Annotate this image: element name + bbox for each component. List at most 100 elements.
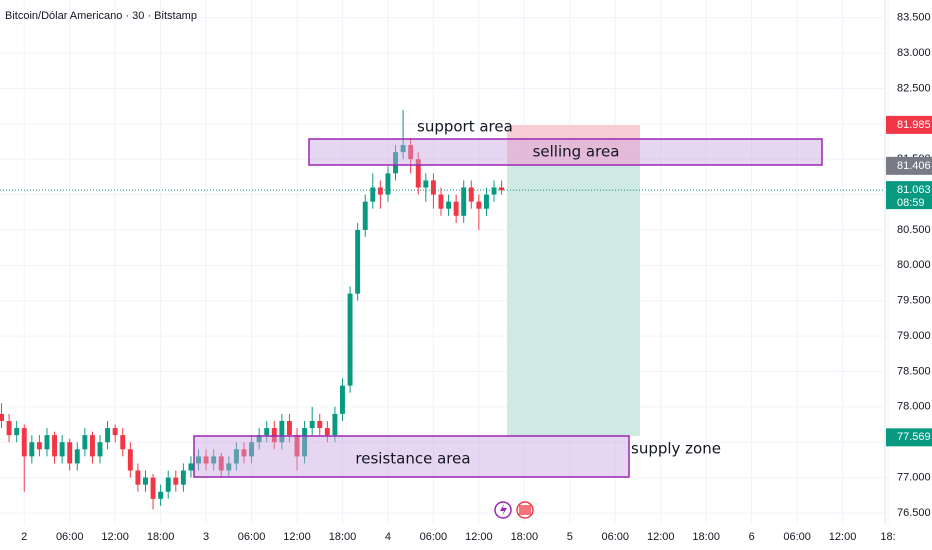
- candle-body: [423, 180, 429, 188]
- candle-body: [196, 456, 201, 464]
- candle-body: [218, 456, 224, 471]
- event-icon-glyph: [500, 504, 507, 516]
- x-tick-label: 06:00: [420, 531, 448, 543]
- y-tick-label: 83.500: [897, 12, 931, 24]
- candle-body: [67, 442, 73, 464]
- candle-body: [52, 435, 58, 457]
- price-tag-label: 81.985: [897, 119, 931, 131]
- candle-body: [249, 442, 255, 457]
- candle-body: [59, 442, 65, 457]
- candle-body: [256, 435, 262, 443]
- x-tick-label: 18:00: [692, 531, 720, 543]
- x-tick-label: 06:00: [238, 531, 266, 543]
- price-tag: [886, 115, 932, 134]
- candle-body: [430, 180, 436, 195]
- candle-body: [279, 420, 285, 443]
- candle-body: [180, 470, 186, 485]
- annotation: supply zone: [631, 440, 721, 458]
- candle-body: [317, 420, 323, 429]
- x-tick-label: 06:00: [601, 531, 629, 543]
- candle-body: [188, 463, 194, 471]
- candle-body: [165, 477, 171, 492]
- resistance-rect[interactable]: [193, 435, 630, 478]
- y-tick-label: 76.500: [897, 507, 931, 519]
- y-tick-label: 79.000: [897, 330, 931, 342]
- candle-body: [294, 435, 300, 457]
- candle-body: [211, 456, 217, 464]
- annotation: resistance area: [355, 450, 470, 468]
- candle-body: [158, 491, 164, 499]
- target-zone: [507, 165, 640, 436]
- countdown: 08:59: [897, 197, 925, 209]
- x-tick-label: 12:00: [283, 531, 311, 543]
- candle-body: [491, 187, 497, 195]
- candle-body: [438, 194, 444, 209]
- price-tag-label: 81.063: [897, 184, 931, 196]
- annotation: selling area: [533, 143, 620, 161]
- candle-body: [393, 152, 398, 174]
- price-tag: [886, 428, 932, 447]
- candle-body: [271, 428, 277, 443]
- candle-body: [89, 435, 95, 457]
- candle-body: [105, 428, 111, 443]
- x-tick-label: 12:00: [647, 531, 675, 543]
- x-tick-label: 18:00: [147, 531, 175, 543]
- candle-body: [0, 413, 4, 421]
- y-tick-label: 78.000: [897, 401, 931, 413]
- candle-body: [264, 428, 270, 436]
- candle-body: [241, 449, 247, 457]
- y-tick-label: 80.000: [897, 259, 931, 271]
- candle-body: [483, 194, 489, 209]
- candle-body: [302, 428, 308, 457]
- candle-body: [370, 187, 376, 202]
- x-tick-label: 6: [749, 531, 755, 543]
- candle-body: [324, 428, 330, 436]
- stop-zone: [507, 125, 640, 165]
- x-tick-label: 18:: [880, 531, 895, 543]
- candle-body: [340, 385, 345, 414]
- candle-body: [415, 159, 421, 188]
- price-tag: [886, 156, 932, 175]
- candle-body: [135, 470, 141, 485]
- candle-body: [362, 201, 368, 230]
- candle-body: [112, 428, 118, 436]
- candle-body: [6, 420, 12, 436]
- candle-body: [97, 442, 103, 457]
- candle-body: [400, 145, 406, 153]
- candle-body: [203, 456, 209, 464]
- candle-body: [355, 229, 361, 294]
- y-tick-label: 83.000: [897, 47, 931, 59]
- x-tick-label: 12:00: [465, 531, 493, 543]
- candle-body: [173, 477, 179, 485]
- candle-body: [446, 201, 452, 209]
- x-tick-label: 18:00: [511, 531, 539, 543]
- candle-body: [453, 201, 459, 216]
- price-tag-label: 81.406: [897, 160, 931, 172]
- candle-body: [233, 449, 239, 464]
- candle-body: [408, 145, 414, 160]
- candle-body: [377, 187, 383, 195]
- candle-body: [347, 293, 353, 386]
- candle-body: [120, 435, 126, 450]
- candle-body: [127, 449, 133, 471]
- candle-body: [226, 463, 232, 471]
- price-tag: [886, 181, 932, 210]
- candle-body: [499, 187, 505, 191]
- candle-body: [385, 173, 391, 195]
- x-tick-label: 06:00: [56, 531, 84, 543]
- annotation: support area: [417, 118, 513, 136]
- x-tick-label: 3: [203, 531, 209, 543]
- price-tag-label: 77.569: [897, 431, 931, 443]
- x-tick-label: 4: [385, 531, 391, 543]
- flag-glyph: [519, 505, 531, 515]
- candle-body: [143, 477, 148, 485]
- selling-rect[interactable]: [308, 138, 823, 166]
- y-tick-label: 77.000: [897, 472, 931, 484]
- candle-body: [82, 435, 88, 450]
- y-tick-label: 78.500: [897, 365, 931, 377]
- y-tick-label: 80.500: [897, 224, 931, 236]
- candle-body: [150, 477, 156, 499]
- x-tick-label: 5: [567, 531, 573, 543]
- candle-body: [74, 449, 80, 464]
